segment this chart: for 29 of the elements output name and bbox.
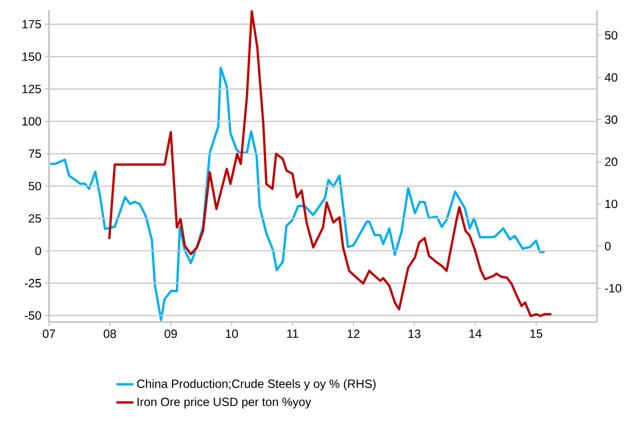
y2-tick-label: -10 [605,284,622,292]
y-tick-label: -50 [24,311,42,320]
y2-tick-label: 30 [604,115,618,124]
x-tick-label: 15 [530,330,542,338]
x-tick-label: 07 [42,330,56,338]
x-tick-label: 13 [408,330,420,338]
legend-label: Iron Ore price USD per ton %yoy [138,397,312,408]
x-tick-label: 14 [469,330,482,338]
x-tick-label: 12 [348,330,360,338]
y2-tick-label: 20 [605,158,618,166]
line-series [108,10,552,318]
x-tick-label: 11 [287,330,298,338]
y-tick-label: 25 [28,214,41,223]
y-tick-label: 100 [22,117,42,126]
y2-tick-label: 50 [604,31,618,40]
y-tick-label: 150 [22,52,42,61]
y2-tick-label: 40 [604,73,618,82]
y2-tick-label: 0 [604,242,611,250]
x-tick-label: 08 [104,330,116,338]
y-tick-label: 75 [28,150,41,158]
y-tick-label: -25 [24,278,41,288]
y-tick-label: 125 [22,84,41,94]
y-tick-label: 50 [28,182,42,190]
legend-label: China Production;Crude Steels y oy % (RHS) [137,379,376,390]
x-tick-label: 09 [164,330,177,338]
y2-tick-label: 10 [605,200,618,208]
y-tick-label: 0 [35,246,42,256]
x-tick-label: 10 [226,330,238,338]
y-tick-label: 175 [22,20,41,28]
